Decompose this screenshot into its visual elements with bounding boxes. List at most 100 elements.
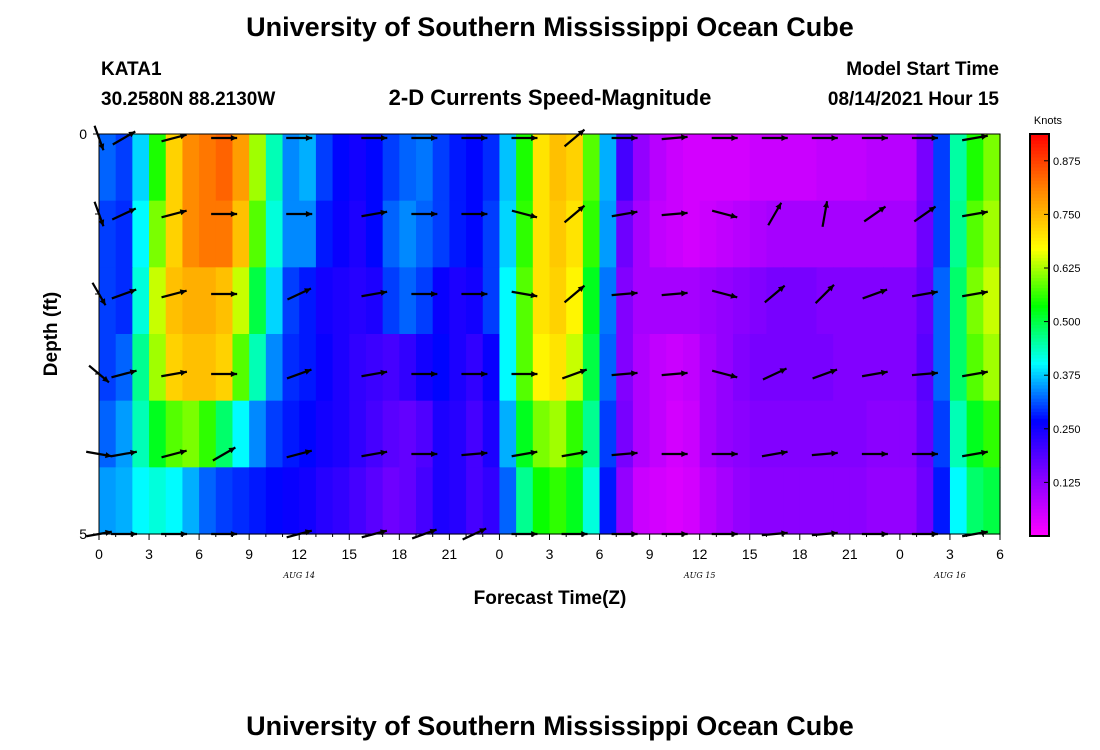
- heatmap-cell: [265, 334, 284, 402]
- heatmap-cell: [516, 400, 534, 468]
- heatmap-cell: [115, 467, 133, 535]
- heatmap-cell: [582, 467, 601, 535]
- heatmap-cell: [499, 334, 517, 402]
- colorbar-band: [1030, 194, 1049, 199]
- heatmap-cell: [766, 134, 784, 202]
- heatmap-cell: [582, 267, 601, 335]
- heatmap-cell: [532, 134, 551, 202]
- heatmap-cell: [449, 267, 467, 335]
- current-vector: [286, 287, 312, 301]
- heatmap-cell: [599, 400, 617, 468]
- current-vector: [511, 370, 538, 378]
- heatmap-cell: [666, 267, 684, 335]
- heatmap-cell: [933, 334, 951, 402]
- heatmap-cell: [983, 200, 1001, 268]
- heatmap-cell: [365, 334, 384, 402]
- colorbar-band: [1030, 495, 1049, 500]
- heatmap-cell: [182, 134, 200, 202]
- heatmap-cell: [249, 467, 267, 535]
- current-vector: [661, 210, 688, 217]
- heatmap-cell: [282, 267, 300, 335]
- heatmap-cell: [899, 334, 918, 402]
- current-vector: [211, 134, 238, 142]
- current-vector: [161, 449, 187, 459]
- heatmap-cell: [482, 334, 501, 402]
- heatmap-cell: [399, 400, 417, 468]
- footer-title: University of Southern Mississippi Ocean…: [246, 711, 854, 741]
- colorbar-band: [1030, 475, 1049, 480]
- current-vector: [711, 369, 738, 379]
- x-axis-label: Forecast Time(Z): [474, 588, 627, 609]
- model-start-label: Model Start Time: [846, 59, 999, 80]
- colorbar-band: [1030, 164, 1049, 168]
- colorbar: 0.125 0.250 0.375 0.500 0.625 0.750 0.875: [1029, 133, 1081, 537]
- colorbar-band: [1030, 308, 1049, 313]
- current-vector: [611, 450, 638, 457]
- colorbar-band: [1030, 492, 1049, 497]
- heatmap-cell: [315, 267, 334, 335]
- colorbar-band: [1030, 385, 1049, 390]
- current-vector: [511, 209, 538, 219]
- colorbar-band: [1030, 432, 1049, 436]
- current-vector: [563, 284, 586, 304]
- colorbar-band: [1030, 234, 1049, 239]
- colorbar-band: [1030, 268, 1049, 272]
- heatmap-cell: [666, 200, 684, 268]
- heatmap-cell: [249, 267, 267, 335]
- heatmap-cells: [99, 134, 1001, 535]
- heatmap-cell: [149, 200, 167, 268]
- colorbar-band: [1030, 134, 1049, 138]
- heatmap-cell: [766, 334, 784, 402]
- heatmap-cell: [649, 267, 667, 335]
- colorbar-band: [1030, 341, 1049, 346]
- heatmap-cell: [799, 400, 818, 468]
- heatmap-cell: [199, 467, 217, 535]
- current-vector: [861, 134, 888, 142]
- heatmap-cell: [649, 134, 667, 202]
- heatmap-cell: [382, 200, 400, 268]
- colorbar-band: [1030, 147, 1049, 152]
- heatmap-cell: [332, 200, 350, 268]
- current-vector: [862, 288, 888, 300]
- x-tick-label: 18: [392, 546, 408, 562]
- heatmap-cell: [866, 334, 884, 402]
- current-vector: [611, 290, 638, 297]
- heatmap-cell: [749, 134, 768, 202]
- heatmap-cell: [549, 200, 567, 268]
- colorbar-band: [1030, 214, 1049, 219]
- x-tick-label: 15: [341, 546, 357, 562]
- heatmap-cell: [933, 467, 951, 535]
- colorbar-band: [1030, 512, 1049, 517]
- station-coords: 30.2580N 88.2130W: [101, 89, 275, 110]
- current-vector: [161, 133, 187, 143]
- heatmap-cell: [332, 400, 350, 468]
- heatmap-cell: [516, 334, 534, 402]
- heatmap-cell: [616, 134, 634, 202]
- heatmap-cell: [733, 134, 751, 202]
- heatmap-cell: [899, 200, 918, 268]
- heatmap-cell: [616, 200, 634, 268]
- current-vector: [764, 284, 786, 304]
- heatmap-cell: [182, 200, 200, 268]
- heatmap-cell: [416, 267, 434, 335]
- heatmap-cell: [532, 200, 551, 268]
- heatmap-cell: [666, 334, 684, 402]
- heatmap-cell: [466, 200, 484, 268]
- heatmap-cell: [733, 334, 751, 402]
- heatmap-cell: [332, 134, 350, 202]
- heatmap-cell: [849, 134, 868, 202]
- heatmap-cell: [983, 267, 1001, 335]
- colorbar-band: [1030, 331, 1049, 336]
- current-vector: [961, 449, 988, 458]
- x-tick-label: 12: [692, 546, 708, 562]
- heatmap-cell: [215, 467, 234, 535]
- heatmap-cell: [983, 334, 1001, 402]
- colorbar-band: [1030, 170, 1049, 175]
- y-tick-label: 5: [79, 526, 87, 542]
- current-vector: [411, 134, 438, 142]
- current-vector: [911, 134, 938, 142]
- heatmap-cell: [733, 267, 751, 335]
- colorbar-band: [1030, 197, 1049, 202]
- heatmap-cell: [449, 334, 467, 402]
